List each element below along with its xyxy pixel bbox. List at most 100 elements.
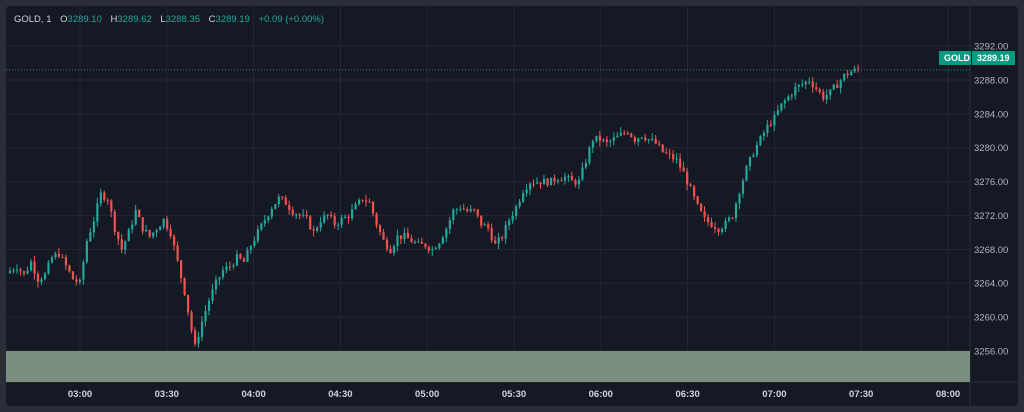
candle-body [497, 237, 500, 244]
candle-body [288, 204, 291, 210]
candle-body [354, 204, 357, 210]
candle-body [424, 243, 427, 248]
candle-body [511, 215, 514, 221]
candle-body [431, 249, 434, 251]
candle-body [312, 229, 315, 231]
candle-body [9, 270, 12, 274]
candle-body [82, 262, 85, 280]
candle-body [134, 210, 137, 225]
y-tick-label: 3268.00 [974, 245, 1008, 256]
candle-body [218, 277, 221, 280]
y-tick-label: 3276.00 [974, 177, 1008, 188]
candle-body [214, 279, 218, 290]
candle-body [665, 152, 668, 154]
candle-body [131, 224, 134, 230]
candle-body [410, 238, 413, 243]
candle-body [190, 312, 193, 331]
candle-body [124, 241, 127, 250]
candle-body [152, 232, 155, 237]
candle-body [441, 237, 444, 244]
candle-body [605, 139, 608, 142]
legend-high-key: H [110, 14, 118, 25]
candle-body [609, 140, 612, 142]
candle-body [490, 228, 493, 241]
candle-body [700, 203, 703, 212]
candle-body [853, 68, 856, 72]
legend-high: 3289.62 [117, 14, 152, 25]
price-chart[interactable]: 3256.00 3260.00 3264.00 3268.00 3272.00 3276.… [6, 6, 1018, 406]
symbol-price-label: GOLD [939, 51, 975, 65]
candle-body [780, 103, 783, 111]
candle-body [783, 100, 786, 104]
candle-body [815, 87, 818, 90]
candle-body [221, 270, 225, 278]
candle-body [68, 265, 71, 272]
candle-body [368, 201, 371, 203]
candle-body [277, 196, 280, 205]
candle-body [340, 217, 343, 225]
candle-body [703, 211, 706, 218]
candle-body [696, 196, 699, 204]
x-tick-label: 04:30 [328, 389, 352, 400]
candle-body [246, 250, 249, 262]
x-tick-label: 03:00 [68, 389, 92, 400]
candle-body [738, 193, 741, 204]
candle-body [309, 216, 312, 230]
candle-body [396, 235, 399, 247]
candle-body [588, 147, 591, 163]
candle-body [839, 80, 842, 88]
candle-body [197, 336, 200, 344]
candle-body [113, 211, 116, 232]
candle-body [295, 214, 298, 216]
candle-body [724, 220, 727, 229]
candle-body [43, 273, 47, 280]
candle-body [755, 144, 759, 156]
candle-body [148, 229, 151, 237]
x-tick-label: 04:00 [241, 389, 265, 400]
legend-low: 3288.35 [165, 14, 201, 25]
candle-body [159, 226, 162, 231]
candle-body [399, 235, 403, 240]
y-tick-label: 3272.00 [974, 211, 1008, 222]
candle-body [846, 73, 849, 76]
chart-panel[interactable]: GOLD, 1 O3289.10 H3289.62 L3288.35 C3289… [6, 6, 1018, 406]
candle-body [675, 158, 678, 160]
candle-body [532, 183, 535, 185]
legend-open-key: O [60, 14, 68, 25]
candle-body [452, 209, 455, 221]
candle-body [647, 139, 650, 141]
candle-body [403, 232, 406, 240]
candle-body [776, 110, 779, 115]
candle-body [762, 132, 766, 137]
candle-body [378, 225, 382, 232]
candle-body [64, 257, 68, 266]
candle-body [302, 214, 305, 216]
candle-body [316, 227, 319, 231]
candle-body [518, 201, 521, 207]
candle-body [626, 133, 629, 135]
candle-body [797, 84, 800, 87]
legend-change: +0.09 (+0.00%) [258, 14, 325, 25]
candle-body [96, 203, 99, 222]
candle-body [713, 227, 717, 229]
candle-body [225, 266, 228, 271]
y-tick-label: 3260.00 [974, 313, 1008, 324]
candle-body [330, 214, 333, 217]
candle-body [358, 199, 361, 205]
candle-body [305, 214, 308, 217]
candle-body [818, 89, 821, 92]
candle-body [270, 208, 273, 217]
candle-body [445, 228, 448, 238]
candle-body [546, 178, 549, 186]
candle-body [57, 253, 61, 257]
candle-body [138, 210, 141, 218]
candle-body [420, 241, 424, 244]
last-price-label: 3289.19 [971, 51, 1015, 65]
legend-open: 3289.10 [67, 14, 102, 25]
candle-body [563, 176, 567, 181]
candle-body [361, 199, 364, 201]
volume-area [6, 351, 970, 382]
candle-body [581, 167, 584, 180]
candle-body [522, 193, 525, 202]
candle-body [616, 135, 619, 138]
